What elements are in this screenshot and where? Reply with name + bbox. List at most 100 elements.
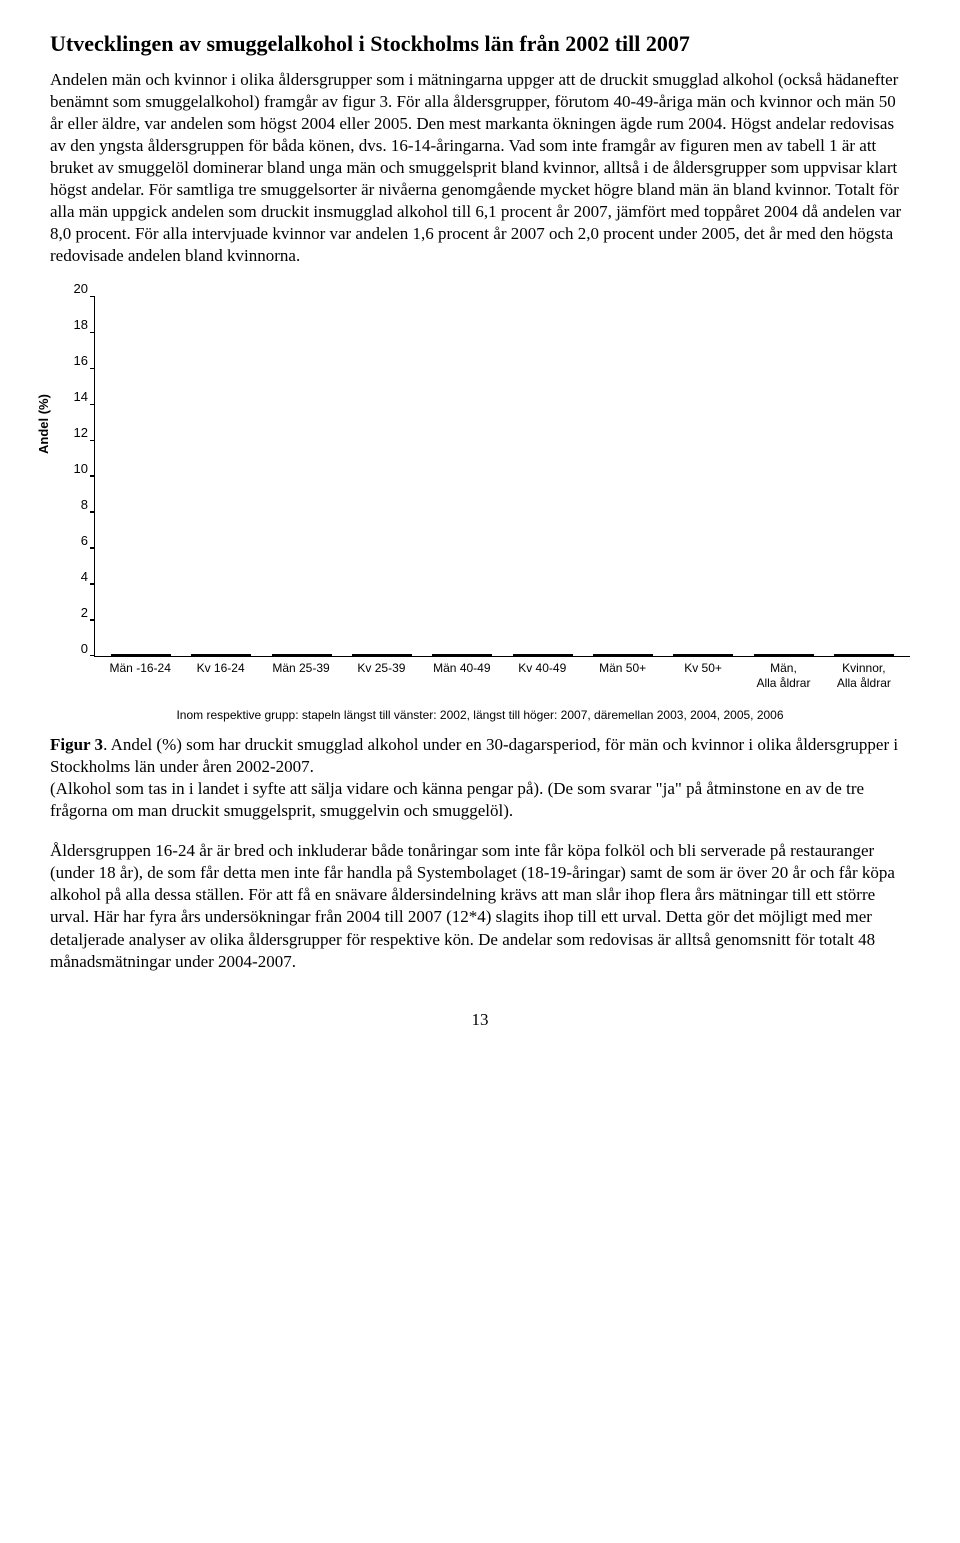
tick-mark: [90, 619, 95, 621]
bar: [754, 654, 764, 656]
bar: [111, 654, 121, 656]
bar: [221, 654, 231, 656]
bar: [231, 654, 241, 656]
bar: [784, 654, 794, 656]
figure-number: Figur 3: [50, 735, 103, 754]
bar: [693, 654, 703, 656]
bar: [302, 654, 312, 656]
bar: [161, 654, 171, 656]
tick-mark: [90, 583, 95, 585]
bar: [523, 654, 533, 656]
tick-mark: [90, 368, 95, 370]
x-label: Kv 50+: [663, 661, 743, 690]
x-label: Män -16-24: [100, 661, 180, 690]
x-label: Män 50+: [582, 661, 662, 690]
plot-area: [94, 297, 910, 657]
bar: [402, 654, 412, 656]
bar: [533, 654, 543, 656]
bar: [543, 654, 553, 656]
x-label: Kv 40-49: [502, 661, 582, 690]
bar: [854, 654, 864, 656]
paragraph-intro: Andelen män och kvinnor i olika åldersgr…: [50, 69, 910, 268]
bar: [884, 654, 894, 656]
x-axis-labels: Män -16-24Kv 16-24Män 25-39Kv 25-39Män 4…: [94, 657, 910, 690]
bar: [442, 654, 452, 656]
bar-group: [743, 654, 823, 656]
bar: [864, 654, 874, 656]
bar-group: [663, 654, 743, 656]
bar: [683, 654, 693, 656]
page-number: 13: [50, 1009, 910, 1031]
chart-container: Andel (%) 02468101214161820 Män -16-24Kv…: [50, 297, 910, 690]
bar-group: [101, 654, 181, 656]
tick-mark: [90, 547, 95, 549]
y-axis: 02468101214161820: [64, 297, 94, 657]
bar: [282, 654, 292, 656]
tick-mark: [90, 475, 95, 477]
bar: [513, 654, 523, 656]
x-label: Kv 25-39: [341, 661, 421, 690]
x-label: Män 25-39: [261, 661, 341, 690]
bar: [874, 654, 884, 656]
bar: [362, 654, 372, 656]
bar: [794, 654, 804, 656]
bar: [713, 654, 723, 656]
bar-group: [262, 654, 342, 656]
page-heading: Utvecklingen av smuggelalkohol i Stockho…: [50, 30, 910, 59]
tick-mark: [90, 332, 95, 334]
bar: [292, 654, 302, 656]
x-label: Män 40-49: [422, 661, 502, 690]
bar: [352, 654, 362, 656]
x-label: Män,Alla åldrar: [743, 661, 823, 690]
bar: [372, 654, 382, 656]
bar: [633, 654, 643, 656]
bar: [121, 654, 131, 656]
bar: [272, 654, 282, 656]
bar: [703, 654, 713, 656]
bar: [764, 654, 774, 656]
bar: [774, 654, 784, 656]
bar: [844, 654, 854, 656]
bar: [201, 654, 211, 656]
bar: [482, 654, 492, 656]
bar-group: [583, 654, 663, 656]
bar: [472, 654, 482, 656]
x-label: Kv 16-24: [180, 661, 260, 690]
bar: [462, 654, 472, 656]
figure-caption: Figur 3. Andel (%) som har druckit smugg…: [50, 734, 910, 822]
bar: [563, 654, 573, 656]
bar: [643, 654, 653, 656]
bar: [603, 654, 613, 656]
bar: [141, 654, 151, 656]
bar: [834, 654, 844, 656]
bar: [322, 654, 332, 656]
x-label: Kvinnor,Alla åldrar: [824, 661, 904, 690]
bar: [312, 654, 322, 656]
bar: [613, 654, 623, 656]
bar: [151, 654, 161, 656]
chart-note: Inom respektive grupp: stapeln längst ti…: [50, 708, 910, 724]
figure-caption-line2: (Alkohol som tas in i landet i syfte att…: [50, 779, 864, 820]
tick-mark: [90, 404, 95, 406]
bar: [593, 654, 603, 656]
bar: [673, 654, 683, 656]
tick-mark: [90, 511, 95, 513]
tick-mark: [90, 655, 95, 657]
bar: [392, 654, 402, 656]
bar-group: [422, 654, 502, 656]
paragraph-method: Åldersgruppen 16-24 år är bred och inklu…: [50, 840, 910, 973]
bar: [804, 654, 814, 656]
bar: [432, 654, 442, 656]
figure-caption-text: . Andel (%) som har druckit smugglad alk…: [50, 735, 898, 776]
bar: [382, 654, 392, 656]
bar: [623, 654, 633, 656]
bar: [241, 654, 251, 656]
bar-group: [824, 654, 904, 656]
y-axis-label: Andel (%): [36, 394, 53, 454]
bar-group: [181, 654, 261, 656]
bar: [191, 654, 201, 656]
bar-group: [342, 654, 422, 656]
bar-group: [502, 654, 582, 656]
bar: [211, 654, 221, 656]
bar: [452, 654, 462, 656]
